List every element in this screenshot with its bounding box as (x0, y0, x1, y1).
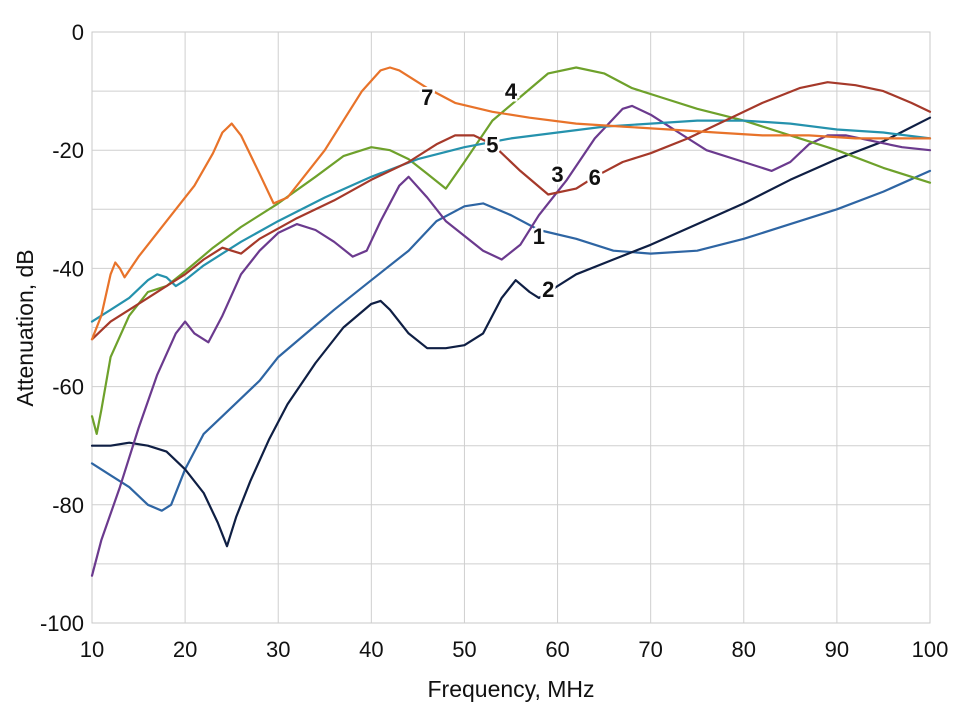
series-line-7 (90, 66, 932, 341)
series-label-7: 7 (421, 85, 433, 110)
x-tick-label: 90 (825, 637, 849, 662)
x-tick-label: 60 (545, 637, 569, 662)
x-tick-label: 70 (638, 637, 662, 662)
y-tick-label: 0 (72, 20, 84, 45)
x-tick-label: 30 (266, 637, 290, 662)
x-axis-title: Frequency, MHz (427, 676, 594, 702)
y-tick-labels: 0 -20 -40 -60 -80 -100 (40, 20, 84, 636)
x-tick-label: 80 (732, 637, 756, 662)
series-line-5 (90, 119, 932, 323)
plot-area-group: 1 2 3 4 5 6 7 (90, 31, 932, 624)
series-line-2 (90, 116, 932, 548)
series-line-4 (90, 66, 932, 435)
x-tick-label: 20 (173, 637, 197, 662)
series-labels: 1 2 3 4 5 6 7 (419, 77, 604, 305)
series-label-3: 3 (551, 162, 563, 187)
y-tick-label: -80 (52, 493, 84, 518)
x-tick-label: 10 (80, 637, 104, 662)
series-label-2: 2 (542, 277, 554, 302)
x-tick-label: 100 (912, 637, 949, 662)
y-tick-label: -100 (40, 611, 84, 636)
series-line-1 (90, 169, 932, 512)
y-tick-label: -20 (52, 138, 84, 163)
series-line-3 (90, 104, 932, 577)
y-tick-label: -60 (52, 375, 84, 400)
series-label-1: 1 (533, 224, 545, 249)
series-label-4: 4 (505, 79, 518, 104)
series-layer (90, 66, 932, 577)
x-tick-label: 50 (452, 637, 476, 662)
series-label-6: 6 (589, 165, 601, 190)
y-axis-title: Attenuation, dB (12, 249, 38, 406)
grid (92, 32, 930, 623)
x-tick-labels: 10 20 30 40 50 60 70 80 90 100 (80, 637, 949, 662)
series-line-6 (90, 81, 932, 341)
series-label-5: 5 (486, 132, 498, 157)
x-tick-label: 40 (359, 637, 383, 662)
y-tick-label: -40 (52, 256, 84, 281)
